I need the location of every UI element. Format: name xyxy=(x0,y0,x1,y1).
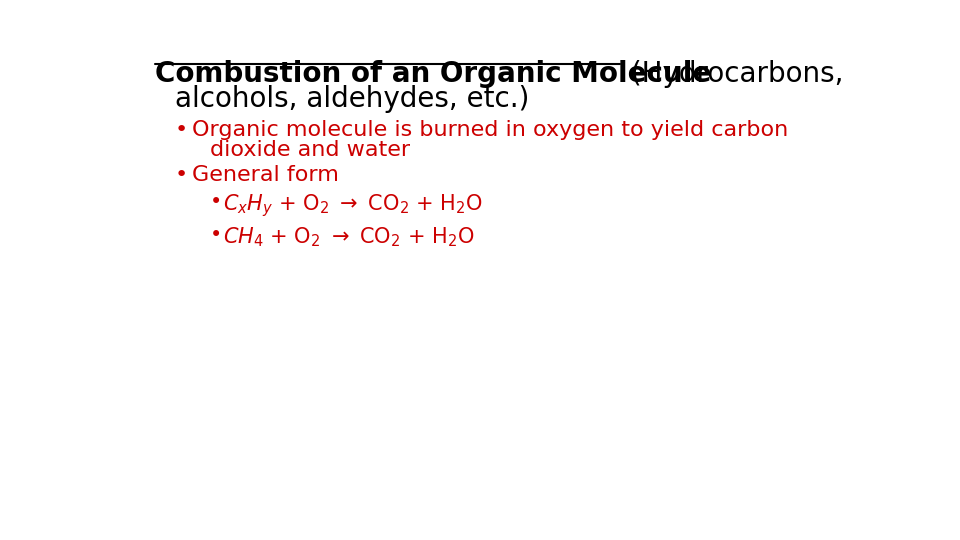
Text: $C_xH_y$ + O$_2$ $\rightarrow$ CO$_2$ + H$_2$O: $C_xH_y$ + O$_2$ $\rightarrow$ CO$_2$ + … xyxy=(223,192,483,219)
Text: •: • xyxy=(175,120,188,140)
Text: $CH_4$ + O$_2$ $\rightarrow$ CO$_2$ + H$_2$O: $CH_4$ + O$_2$ $\rightarrow$ CO$_2$ + H$… xyxy=(223,225,474,248)
Text: dioxide and water: dioxide and water xyxy=(210,140,410,160)
Text: Organic molecule is burned in oxygen to yield carbon: Organic molecule is burned in oxygen to … xyxy=(192,120,788,140)
Text: (Hydrocarbons,: (Hydrocarbons, xyxy=(622,60,844,88)
Text: •: • xyxy=(210,192,223,212)
Text: General form: General form xyxy=(192,165,339,185)
Text: •: • xyxy=(210,225,223,245)
Text: •: • xyxy=(175,165,188,185)
Text: Combustion of an Organic Molecule: Combustion of an Organic Molecule xyxy=(155,60,711,88)
Text: alcohols, aldehydes, etc.): alcohols, aldehydes, etc.) xyxy=(175,85,529,113)
